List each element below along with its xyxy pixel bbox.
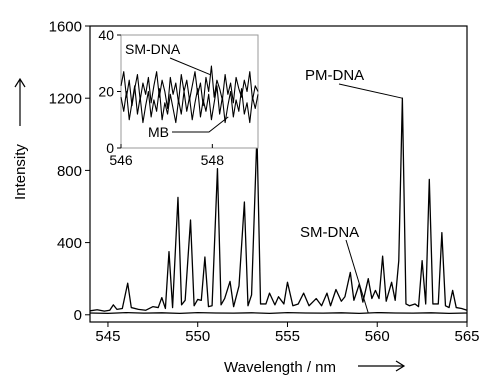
annotation-pm-dna: PM-DNA	[305, 67, 364, 84]
inset-annotation-sm-dna: SM-DNA	[125, 41, 181, 57]
y-tick-label: 400	[57, 235, 82, 252]
series-line-sm-dna	[89, 311, 468, 314]
x-tick-label: 565	[454, 328, 479, 345]
annotation-background	[146, 124, 172, 140]
inset-annotation-mb: MB	[148, 124, 169, 140]
annotation-leader-line	[172, 116, 229, 133]
y-tick-label: 800	[57, 163, 82, 180]
x-tick-label: 545	[95, 328, 120, 345]
x-tick-label: 546	[109, 152, 133, 168]
y-tick-label: 20	[98, 84, 114, 100]
y-tick-label: 0	[106, 140, 114, 156]
y-tick-label: 0	[74, 307, 82, 324]
x-tick-label: 560	[365, 328, 390, 345]
annotation-sm-dna: SM-DNA	[300, 224, 359, 241]
y-axis-arrow	[14, 77, 26, 126]
inset-plot: 546 548 0 20 40 SM-DNA MB	[98, 27, 259, 168]
y-tick-label: 40	[98, 27, 114, 43]
main-plot: 545 550 555 560 565040080012001600PM-DNASM-D…	[49, 18, 480, 345]
x-axis-title: Wavelength / nm	[224, 359, 336, 376]
annotation-leader-line	[338, 83, 403, 99]
y-tick-label: 1600	[49, 18, 82, 35]
series-line-mb	[120, 85, 259, 124]
y-axis-title: Intensity	[12, 144, 29, 200]
x-tick-label: 550	[185, 328, 210, 345]
inset-plot-frame	[120, 34, 259, 149]
y-tick-label: 1200	[49, 91, 82, 108]
annotation-leader-line	[169, 57, 211, 76]
series-line-pm-dna	[89, 97, 468, 312]
main-plot-frame	[89, 25, 468, 323]
x-tick-label: 555	[275, 328, 300, 345]
x-tick-label: 548	[201, 152, 225, 168]
annotation-leader-line	[345, 239, 369, 314]
x-axis-arrow	[358, 360, 406, 372]
